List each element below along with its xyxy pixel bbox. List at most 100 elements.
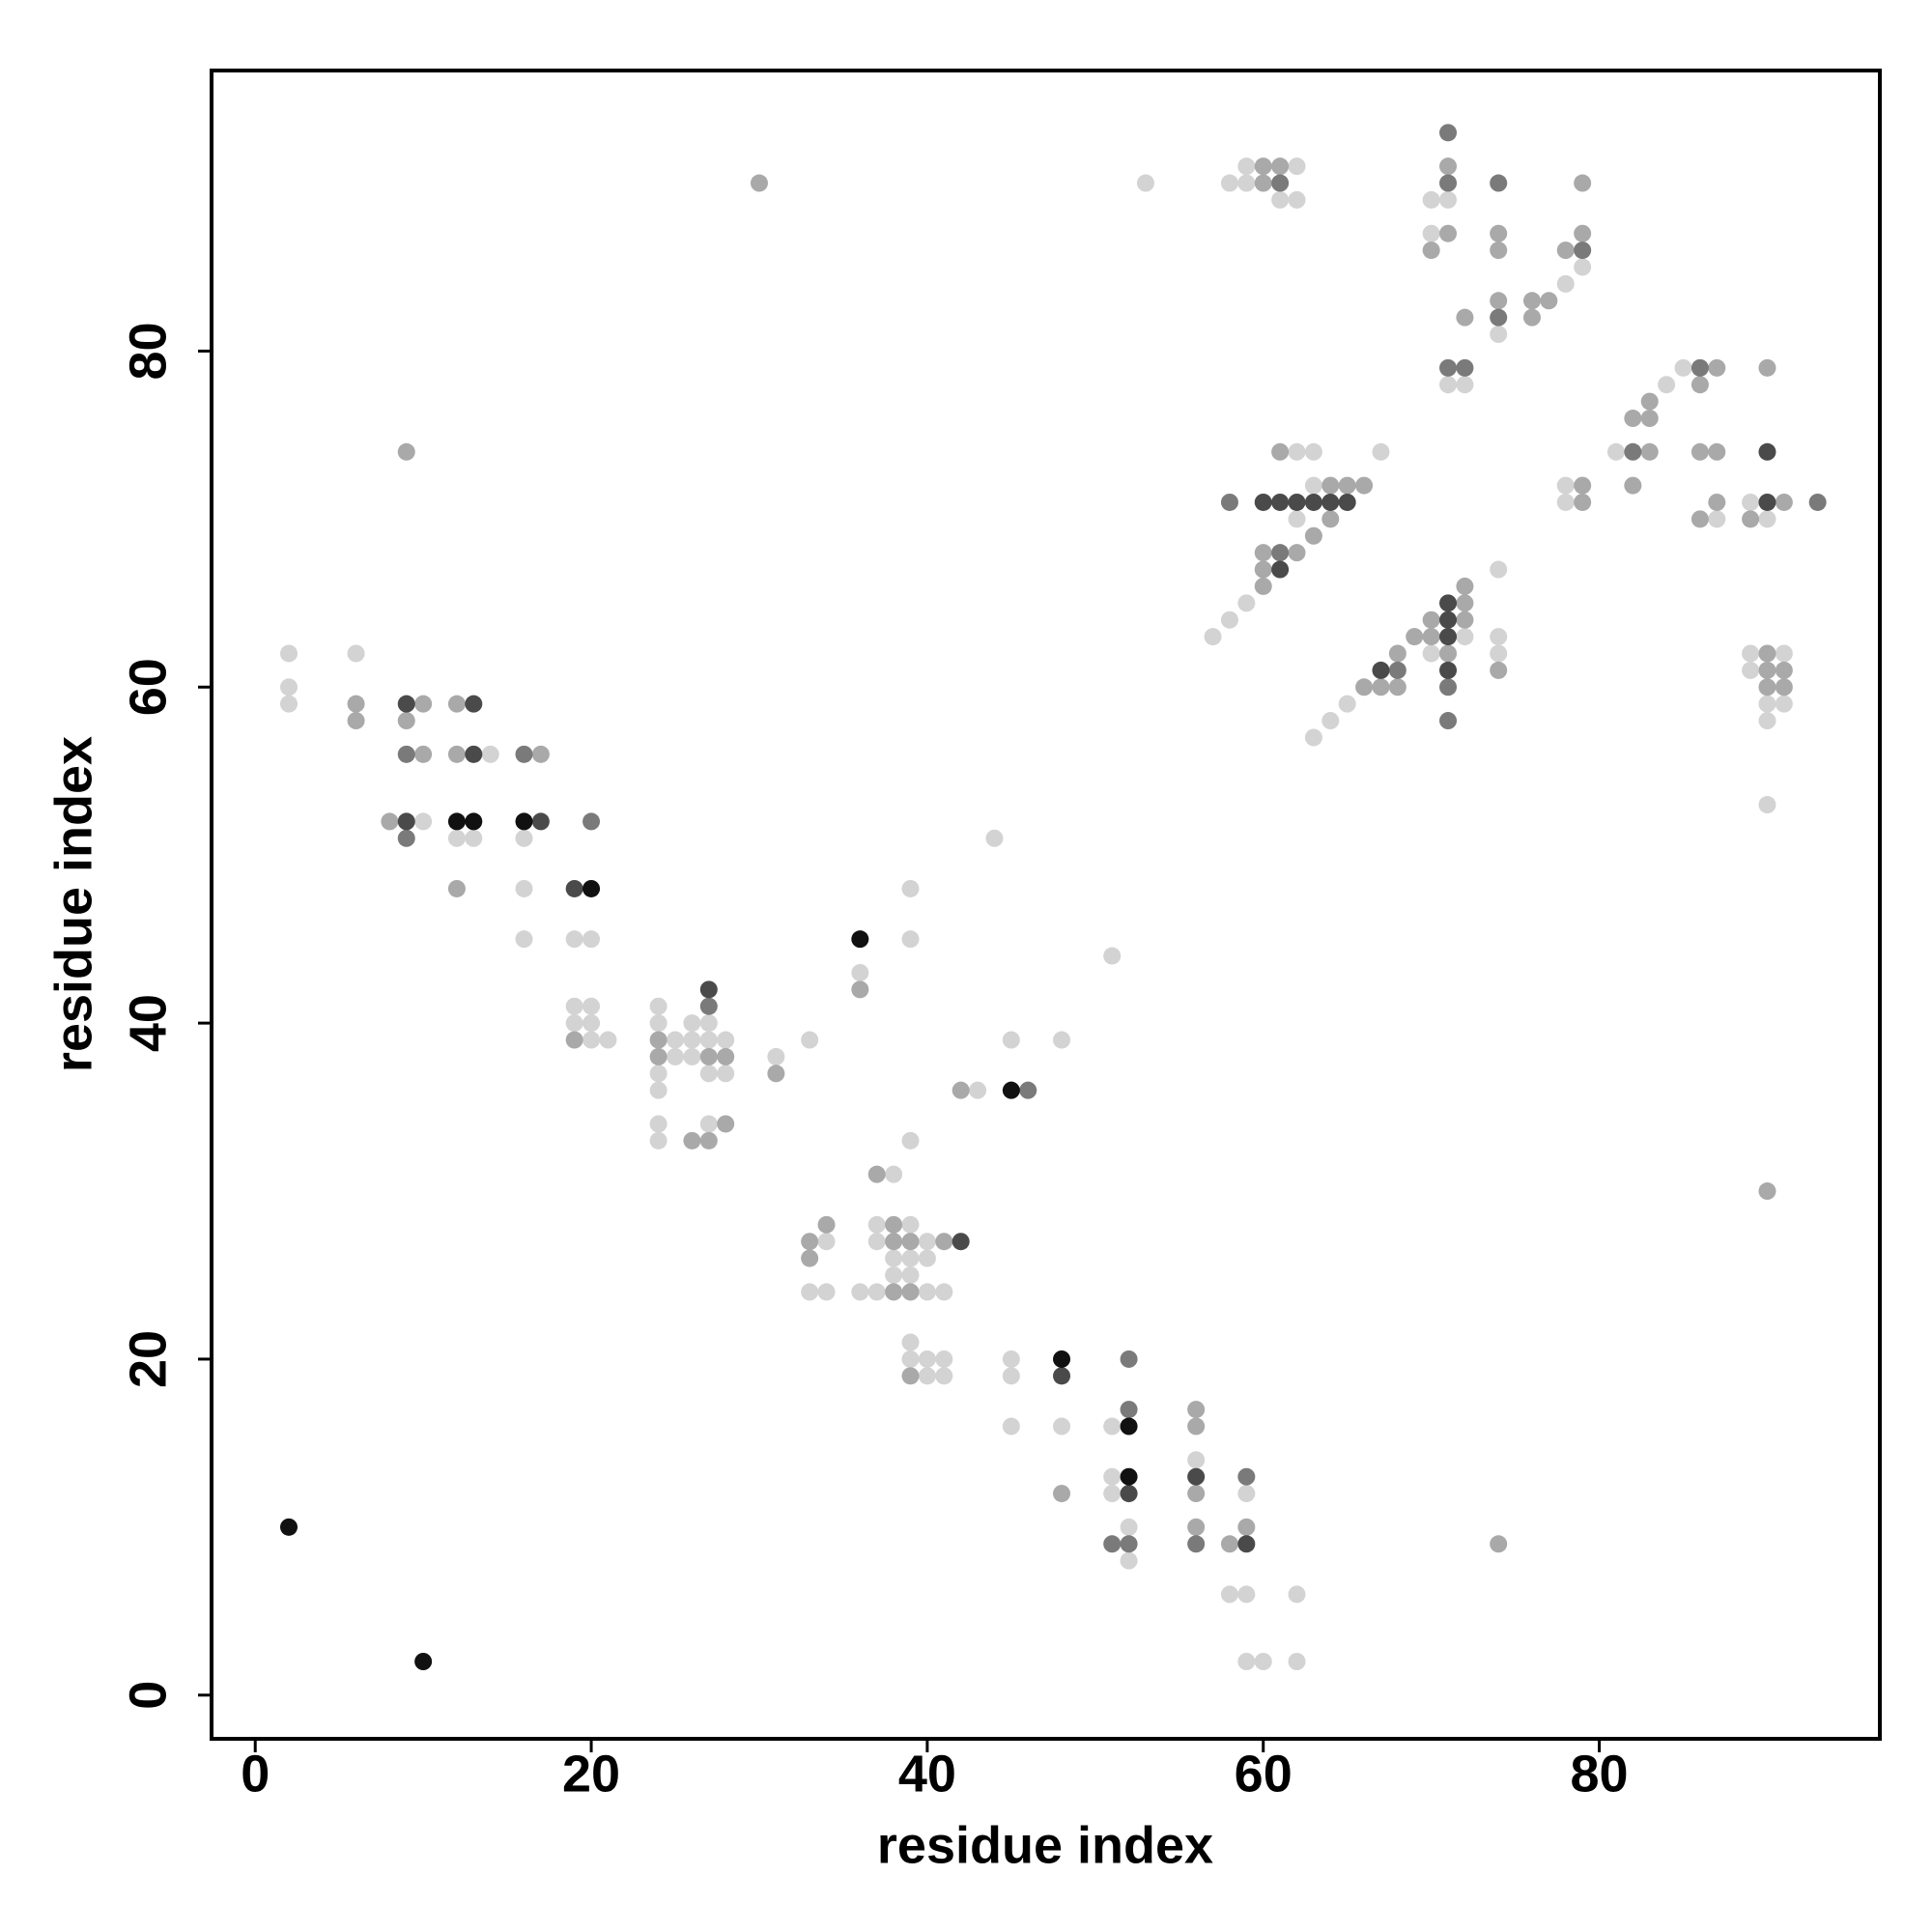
point: [1304, 442, 1322, 461]
point: [1103, 1417, 1122, 1435]
point: [1254, 560, 1272, 579]
point: [1388, 678, 1406, 696]
point: [1304, 493, 1322, 511]
point: [1758, 644, 1776, 663]
point: [1388, 644, 1406, 663]
point: [1758, 712, 1776, 730]
point: [1103, 1535, 1122, 1553]
x-axis-label: residue index: [877, 1816, 1213, 1874]
point: [1103, 947, 1122, 965]
point: [918, 1233, 936, 1251]
point: [1053, 1350, 1071, 1368]
point: [515, 829, 533, 847]
point: [867, 1215, 886, 1234]
point: [901, 930, 920, 949]
point: [1490, 174, 1508, 192]
point: [1271, 493, 1290, 511]
point: [699, 1031, 718, 1049]
point: [1120, 1535, 1138, 1553]
y-axis-label: residue index: [44, 736, 102, 1072]
point: [1456, 611, 1474, 629]
point: [699, 1014, 718, 1033]
point: [1187, 1485, 1206, 1503]
point: [1640, 442, 1659, 461]
point: [649, 1081, 668, 1099]
point: [465, 829, 483, 847]
point: [1742, 644, 1760, 663]
point: [1456, 628, 1474, 646]
point: [1439, 124, 1458, 142]
point: [1422, 242, 1440, 260]
point: [1708, 358, 1726, 377]
point: [447, 745, 466, 763]
point: [901, 1215, 920, 1234]
point: [1220, 493, 1238, 511]
point: [1490, 224, 1508, 242]
point: [1439, 157, 1458, 176]
point: [1690, 358, 1709, 377]
point: [1439, 628, 1458, 646]
point: [699, 997, 718, 1015]
point: [1422, 190, 1440, 209]
point: [280, 1518, 298, 1536]
point: [515, 879, 533, 897]
point: [447, 695, 466, 713]
point: [1288, 190, 1306, 209]
point: [1690, 376, 1709, 394]
point: [1338, 695, 1356, 713]
point: [1456, 594, 1474, 612]
point: [465, 812, 483, 831]
point: [801, 1283, 819, 1301]
point: [1338, 493, 1356, 511]
point: [1254, 493, 1272, 511]
point: [1439, 678, 1458, 696]
point: [985, 829, 1004, 847]
point: [935, 1233, 953, 1251]
point: [1758, 678, 1776, 696]
point: [1103, 1467, 1122, 1486]
point: [531, 812, 550, 831]
point: [1574, 242, 1592, 260]
point: [901, 1333, 920, 1351]
point: [1288, 157, 1306, 176]
point: [750, 174, 768, 192]
point: [1237, 594, 1256, 612]
point: [717, 1115, 735, 1133]
point: [1640, 410, 1659, 428]
point: [1254, 157, 1272, 176]
point: [1606, 442, 1625, 461]
point: [515, 930, 533, 949]
point: [1237, 174, 1256, 192]
point: [801, 1031, 819, 1049]
point: [1456, 308, 1474, 327]
point: [414, 1652, 433, 1670]
point: [801, 1233, 819, 1251]
point: [1439, 661, 1458, 679]
plot-frame: [210, 69, 1882, 1741]
point: [885, 1265, 903, 1284]
x-tick-label: 80: [1571, 1745, 1629, 1803]
point: [1053, 1417, 1071, 1435]
point: [1708, 493, 1726, 511]
point: [801, 1249, 819, 1267]
point: [918, 1283, 936, 1301]
point: [1220, 174, 1238, 192]
point: [935, 1350, 953, 1368]
point: [1120, 1518, 1138, 1536]
point: [582, 930, 601, 949]
point: [1556, 242, 1575, 260]
point: [565, 997, 583, 1015]
point: [1372, 661, 1390, 679]
point: [867, 1233, 886, 1251]
point: [1120, 1417, 1138, 1435]
point: [767, 1065, 785, 1083]
point: [1708, 510, 1726, 528]
point: [1640, 392, 1659, 411]
point: [1490, 242, 1508, 260]
point: [1808, 493, 1827, 511]
point: [649, 997, 668, 1015]
point: [717, 1065, 735, 1083]
point: [699, 1115, 718, 1133]
point: [1220, 1585, 1238, 1604]
point: [1742, 493, 1760, 511]
